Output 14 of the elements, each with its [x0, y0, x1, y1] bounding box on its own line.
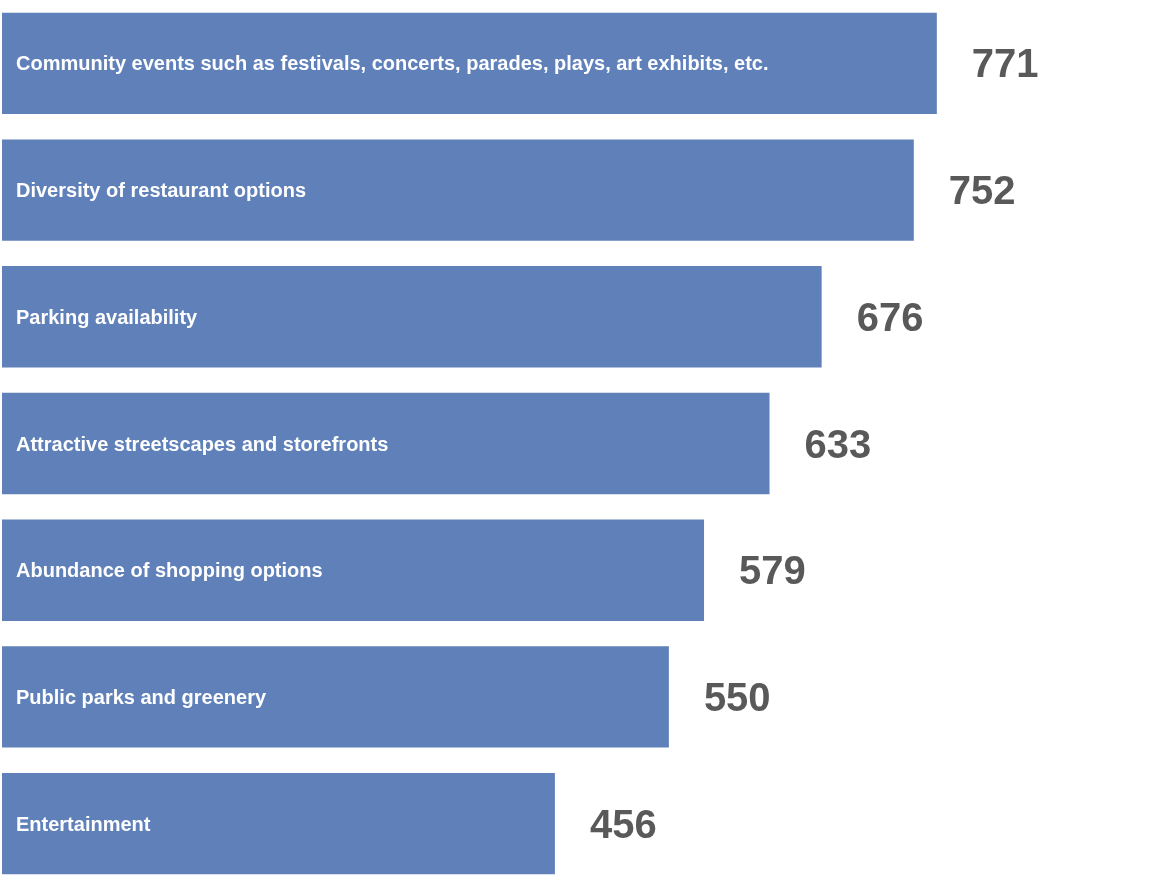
y-tick-label: Public parks and greenery	[16, 685, 267, 708]
y-tick-label: Abundance of shopping options	[16, 559, 323, 582]
data-label: 676	[856, 294, 924, 339]
y-tick-label: Diversity of restaurant options	[16, 179, 307, 202]
data-label: 752	[948, 168, 1016, 213]
data-label: 633	[804, 421, 872, 466]
y-tick-label: Parking availability	[16, 305, 199, 328]
y-tick-label: Attractive streetscapes and storefronts	[16, 432, 389, 455]
data-label: 771	[971, 41, 1039, 86]
data-label: 579	[739, 548, 806, 593]
y-tick-label: Community events such as festivals, concerts, parades, plays, art exhibits, etc.	[16, 52, 769, 75]
data-label: 456	[589, 801, 657, 846]
y-tick-label: Entertainment	[16, 812, 151, 835]
data-label: 550	[703, 674, 771, 719]
